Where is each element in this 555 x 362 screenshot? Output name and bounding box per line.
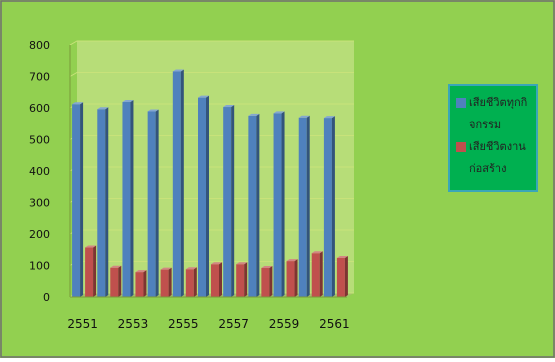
bar-red-2561 (336, 255, 348, 297)
legend-item-all-activities: เสียชีวิตทุกกิจกรรม (456, 92, 532, 136)
gridline-700 (69, 72, 354, 77)
legend: เสียชีวิตทุกกิจกรรม เสียชีวิตงานก่อสร้าง (448, 84, 538, 192)
gridline-800 (69, 40, 354, 46)
y-tick-label: 200 (29, 228, 50, 241)
legend-label-construction: เสียชีวิตงานก่อสร้าง (469, 140, 526, 175)
plot-area (70, 41, 354, 297)
bar-red-2560 (311, 251, 323, 297)
y-tick-label: 300 (29, 197, 50, 210)
bars (72, 69, 348, 298)
bar-blue-2556 (198, 95, 209, 297)
bar-red-2551 (85, 245, 97, 297)
y-tick-label: 0 (43, 291, 50, 304)
bar-blue-2555 (172, 69, 184, 298)
y-tick-label: 500 (29, 134, 50, 147)
legend-swatch-red (456, 142, 466, 152)
legend-label-all-activities: เสียชีวิตทุกกิจกรรม (469, 96, 528, 131)
bar-blue-2553 (122, 100, 134, 297)
y-tick-label: 800 (29, 39, 50, 52)
x-tick-label: 2553 (118, 317, 149, 331)
axes (69, 45, 347, 298)
y-tick-label: 400 (29, 165, 50, 178)
bar-blue-2559 (273, 111, 285, 297)
bar-red-2554 (160, 267, 172, 297)
x-tick-label: 2555 (168, 317, 199, 331)
bar-blue-2552 (97, 107, 109, 297)
y-tick-label: 700 (29, 71, 50, 84)
bar-blue-2551 (72, 102, 84, 297)
bar-red-2557 (236, 262, 248, 297)
bar-red-2553 (135, 270, 147, 297)
legend-swatch-blue (456, 98, 466, 108)
legend-item-construction: เสียชีวิตงานก่อสร้าง (456, 136, 532, 180)
bar-blue-2560 (298, 115, 310, 297)
y-tick-label: 600 (29, 102, 50, 115)
bar-red-2559 (286, 259, 298, 297)
x-tick-label: 2551 (67, 317, 98, 331)
tick-labels: 0 100 200 300 400 500 600 700 800 2551 2553 2555 255… (29, 39, 350, 331)
bar-blue-2561 (323, 116, 335, 297)
bar-red-2558 (261, 266, 273, 297)
x-tick-label: 2559 (269, 317, 300, 331)
bar-red-2556 (211, 262, 222, 297)
x-tick-label: 2561 (319, 317, 350, 331)
y-tick-label: 100 (29, 260, 50, 273)
x-tick-label: 2557 (218, 317, 249, 331)
bar-red-2552 (110, 265, 122, 297)
bar-blue-2554 (147, 109, 159, 297)
bar-red-2555 (185, 267, 197, 297)
bar-blue-2557 (223, 105, 235, 298)
bar-blue-2558 (248, 113, 260, 297)
